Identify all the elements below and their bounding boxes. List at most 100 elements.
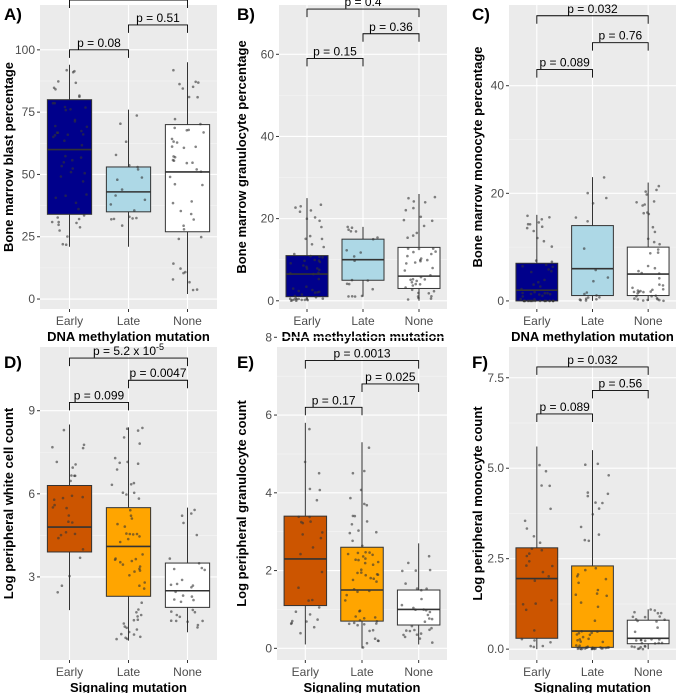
data-point <box>69 108 72 111</box>
data-point <box>304 237 308 241</box>
data-point <box>294 610 298 613</box>
y-axis-title: Bone marrow monocyte percentage <box>470 46 485 267</box>
data-point <box>428 568 432 572</box>
data-point <box>74 201 78 205</box>
data-point <box>653 266 657 270</box>
data-point <box>58 229 61 232</box>
data-point <box>588 633 592 637</box>
data-point <box>586 494 590 498</box>
data-point <box>130 559 134 563</box>
data-point <box>313 258 317 262</box>
data-point <box>313 291 317 294</box>
data-point <box>404 286 407 289</box>
data-point <box>191 584 195 587</box>
data-point <box>126 537 130 541</box>
data-point <box>409 278 412 282</box>
data-point <box>138 565 142 568</box>
data-point <box>116 522 119 526</box>
data-point <box>69 479 72 483</box>
y-tick-label: 60 <box>261 47 275 61</box>
data-point <box>348 531 352 535</box>
data-point <box>311 598 314 602</box>
data-point <box>135 216 138 220</box>
data-point <box>534 259 538 262</box>
data-point <box>195 288 199 291</box>
data-point <box>192 218 195 221</box>
data-point <box>363 502 366 506</box>
data-point <box>649 252 652 255</box>
data-point <box>528 560 531 563</box>
p-value-label: p = 5.2 x 10-5 <box>93 342 164 358</box>
x-tick-label: Early <box>293 314 320 328</box>
data-point <box>401 569 404 573</box>
data-point <box>528 552 531 555</box>
data-point <box>64 194 67 197</box>
data-point <box>180 514 184 517</box>
data-point <box>357 558 360 562</box>
data-point <box>135 611 138 614</box>
y-tick-label: 9 <box>28 404 35 418</box>
data-point <box>528 223 532 226</box>
data-point <box>51 506 55 509</box>
data-point <box>596 462 600 466</box>
data-point <box>60 584 64 587</box>
data-point <box>525 226 529 230</box>
data-point <box>62 161 66 164</box>
data-point <box>371 237 375 241</box>
data-point <box>344 599 347 602</box>
data-point <box>646 298 649 302</box>
data-point <box>82 214 86 217</box>
data-point <box>314 295 318 299</box>
y-tick-label: 40 <box>491 79 505 93</box>
data-point <box>417 291 420 295</box>
data-point <box>174 590 177 594</box>
p-value-label: p = 0.51 <box>136 11 180 25</box>
data-point <box>525 527 529 530</box>
data-point <box>303 259 306 263</box>
data-point <box>350 278 354 282</box>
data-point <box>526 222 530 226</box>
data-point <box>298 210 302 213</box>
data-point <box>366 279 370 282</box>
data-point <box>583 538 587 542</box>
data-point <box>530 299 533 303</box>
data-point <box>129 514 133 517</box>
data-point <box>353 514 357 518</box>
data-point <box>640 641 644 645</box>
data-point <box>191 161 194 164</box>
data-point <box>309 520 312 523</box>
data-point <box>135 628 139 631</box>
x-tick-label: None <box>404 665 433 679</box>
data-point <box>118 461 121 465</box>
data-point <box>430 617 434 621</box>
data-point <box>521 603 525 606</box>
y-axis-title: Log peripheral monocyte count <box>470 406 485 601</box>
data-point <box>529 292 533 296</box>
data-point <box>657 272 661 275</box>
data-point <box>185 161 189 165</box>
data-point <box>305 297 309 301</box>
data-point <box>364 573 368 577</box>
comparison-bracket <box>592 42 649 51</box>
data-point <box>584 297 588 301</box>
data-point <box>168 175 172 179</box>
data-point <box>606 492 610 496</box>
data-point <box>419 632 423 635</box>
comparison-bracket <box>536 15 649 24</box>
data-point <box>547 268 550 271</box>
data-point <box>579 640 582 643</box>
data-point <box>57 220 60 224</box>
data-point <box>121 563 125 566</box>
x-axis-title: Signaling mutation <box>304 680 421 693</box>
data-point <box>642 211 645 215</box>
data-point <box>191 288 195 292</box>
p-value-label: p = 0.08 <box>77 36 121 50</box>
data-point <box>413 261 417 264</box>
data-point <box>115 468 119 471</box>
data-point <box>643 639 647 643</box>
data-point <box>550 245 554 248</box>
data-point <box>131 533 135 536</box>
data-point <box>414 608 417 611</box>
data-point <box>178 615 182 619</box>
data-point <box>172 155 175 158</box>
